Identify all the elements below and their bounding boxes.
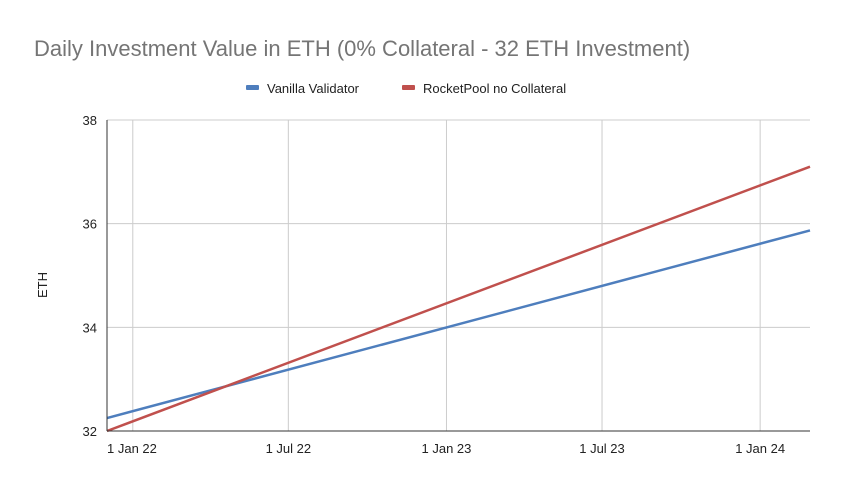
- series-line-rocketpool-no-collateral: [106, 165, 811, 433]
- x-tick-label: 1 Jan 24: [735, 441, 785, 456]
- x-tick-label: 1 Jan 22: [107, 441, 157, 456]
- x-tick-label: 1 Jul 23: [579, 441, 625, 456]
- legend-swatch: [402, 85, 415, 90]
- chart-title: Daily Investment Value in ETH (0% Collat…: [34, 36, 690, 61]
- legend: Vanilla Validator RocketPool no Collatera…: [246, 81, 566, 96]
- axes: 32 34 36 38 1 Jan 22 1 Jul 22 1 Jan 23 1 Jul 23…: [83, 113, 810, 456]
- legend-label: RocketPool no Collateral: [423, 81, 566, 96]
- y-tick-label: 36: [83, 217, 97, 232]
- legend-swatch: [246, 85, 259, 90]
- y-tick-label: 32: [83, 424, 97, 439]
- legend-label: Vanilla Validator: [267, 81, 360, 96]
- series-line-vanilla-validator: [106, 229, 811, 420]
- grid: [107, 119, 810, 431]
- y-tick-label: 38: [83, 113, 97, 128]
- y-tick-label: 34: [83, 320, 97, 335]
- x-tick-label: 1 Jul 22: [266, 441, 312, 456]
- x-tick-label: 1 Jan 23: [422, 441, 472, 456]
- y-axis-label: ETH: [35, 272, 50, 298]
- series-lines: [106, 165, 811, 433]
